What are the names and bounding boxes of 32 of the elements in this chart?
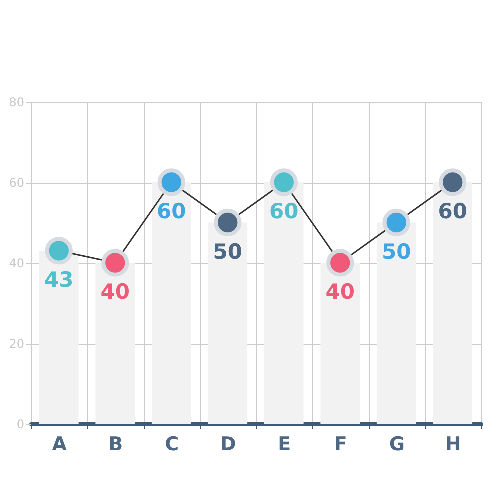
x-tick-label: D [220,434,236,456]
bar [39,250,79,424]
bar [152,182,192,424]
x-tick-label: H [445,434,462,456]
point [270,168,298,196]
data-label: 40 [326,280,355,304]
bar [376,222,416,424]
point [326,249,354,277]
point [439,168,467,196]
x-tick-label: G [389,434,405,456]
data-label: 40 [100,280,130,304]
data-label: 50 [382,240,412,264]
data-label: 43 [44,268,74,292]
x-tick-label: A [52,434,68,456]
point [382,208,410,237]
data-label: 60 [438,200,468,224]
x-tick-label: F [334,434,348,456]
bar [320,263,360,424]
data-label: 50 [213,240,242,264]
bar [96,263,136,424]
bar [208,222,248,424]
data-label: 60 [157,200,186,224]
point [158,168,186,196]
x-tick-label: E [278,434,292,456]
bar [264,182,304,424]
point [45,237,73,265]
point [102,249,130,277]
data-label: 60 [270,200,299,224]
x-tick-label: B [108,434,124,456]
x-tick-label: C [165,434,180,456]
bar [433,182,473,424]
point [214,208,242,237]
